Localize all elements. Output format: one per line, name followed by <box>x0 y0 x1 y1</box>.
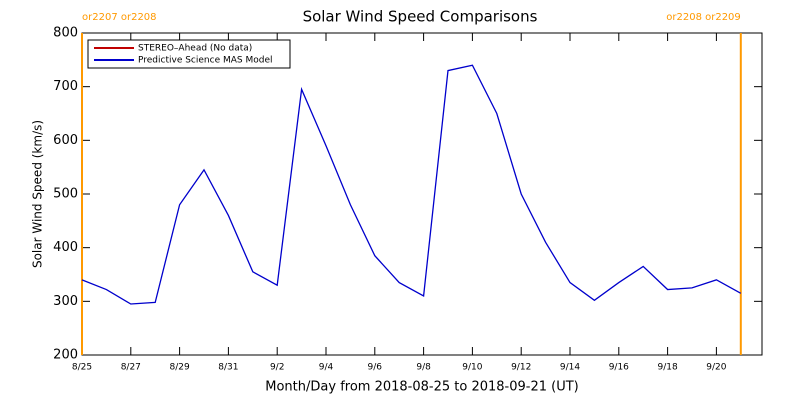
y-axis-label: Solar Wind Speed (km/s) <box>31 120 45 268</box>
y-tick-label: 500 <box>53 187 78 202</box>
x-tick-label: 9/8 <box>416 363 431 373</box>
chart-title: Solar Wind Speed Comparisons <box>303 8 538 26</box>
x-tick-label: 8/27 <box>121 363 141 373</box>
x-tick-label: 9/14 <box>560 363 580 373</box>
x-tick-label: 9/16 <box>609 363 629 373</box>
plot-frame <box>81 32 763 356</box>
y-tick-label: 400 <box>53 240 78 255</box>
rotation-label: or2208 or2209 <box>666 12 741 23</box>
y-tick-label: 200 <box>53 348 78 363</box>
x-tick-label: 9/2 <box>270 363 284 373</box>
x-tick-label: 9/12 <box>511 363 531 373</box>
x-tick-label: 8/25 <box>72 363 92 373</box>
legend-label: Predictive Science MAS Model <box>138 56 273 66</box>
series-line <box>81 64 742 305</box>
rotation-label: or2207 or2208 <box>82 12 157 23</box>
x-tick-label: 9/4 <box>319 363 334 373</box>
y-tick-label: 300 <box>53 294 78 309</box>
y-tick-label: 700 <box>53 79 78 94</box>
y-tick-label: 600 <box>53 133 78 148</box>
x-axis-label: Month/Day from 2018-08-25 to 2018-09-21 … <box>265 380 578 395</box>
x-tick-label: 9/20 <box>706 363 726 373</box>
legend-box <box>87 39 291 69</box>
x-tick-label: 8/31 <box>218 363 238 373</box>
x-tick-label: 8/29 <box>169 363 189 373</box>
legend-label: STEREO–Ahead (No data) <box>138 44 252 54</box>
x-tick-label: 9/6 <box>368 363 383 373</box>
y-tick-label: 800 <box>53 26 78 41</box>
x-tick-label: 9/18 <box>657 363 677 373</box>
x-tick-label: 9/10 <box>462 363 482 373</box>
